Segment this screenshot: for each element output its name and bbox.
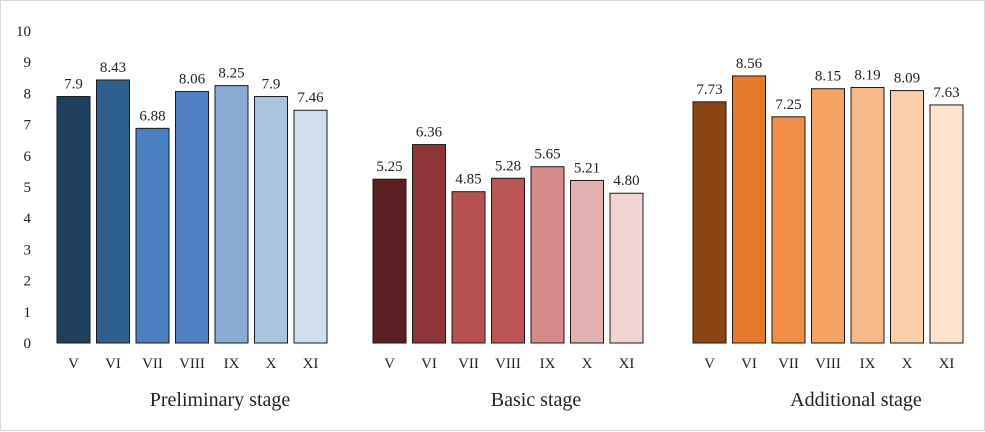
x-tick-label: X <box>266 356 277 372</box>
bar <box>811 88 845 344</box>
bar <box>929 104 964 344</box>
x-tick-label: XI <box>619 356 635 372</box>
x-tick-label: XI <box>939 356 955 372</box>
bar <box>692 101 727 344</box>
x-tick-label: VII <box>778 356 799 372</box>
x-tick-label: VIII <box>815 356 841 372</box>
group-label: Basic stage <box>491 389 582 411</box>
x-tick-label: VIII <box>179 356 205 372</box>
y-tick-label: 8 <box>24 86 32 102</box>
x-tick-label: V <box>68 356 79 372</box>
x-tick-label: IX <box>224 356 240 372</box>
data-label: 5.65 <box>534 147 560 163</box>
x-tick-label: V <box>704 356 715 372</box>
group-label: Preliminary stage <box>150 389 291 411</box>
x-tick-label: XI <box>303 356 319 372</box>
x-tick-label: V <box>384 356 395 372</box>
data-label: 5.25 <box>376 159 402 175</box>
bar <box>412 144 446 344</box>
x-tick-label: IX <box>540 356 556 372</box>
x-tick-label: VII <box>458 356 479 372</box>
data-label: 5.28 <box>495 158 521 174</box>
bar <box>135 127 170 344</box>
data-label: 7.9 <box>64 77 83 93</box>
bar <box>890 90 924 344</box>
y-tick-label: 9 <box>24 55 32 71</box>
data-label: 7.25 <box>775 97 801 113</box>
data-label: 6.88 <box>139 108 165 124</box>
y-axis: 0 1 2 3 4 5 6 7 8 9 10 <box>16 24 32 352</box>
data-label: 7.63 <box>933 85 959 101</box>
y-tick-label: 5 <box>24 180 32 196</box>
data-label: 8.43 <box>100 60 126 76</box>
y-tick-label: 4 <box>24 211 32 227</box>
data-label: 8.19 <box>854 67 880 83</box>
data-label: 8.56 <box>736 56 763 72</box>
bar <box>254 96 288 344</box>
x-tick-label: X <box>902 356 913 372</box>
y-tick-label: 7 <box>24 118 32 134</box>
bar <box>175 91 209 344</box>
bars <box>56 75 964 344</box>
bar <box>609 192 644 344</box>
bar <box>771 116 806 344</box>
bar <box>96 79 130 344</box>
data-label: 7.73 <box>696 82 722 98</box>
labels: 7.9 V 8.43 VI 6.88 VII 8.06 VIII 8.25 IX 7.9 X 7.46 X… <box>64 56 960 411</box>
bar <box>214 85 249 344</box>
bar <box>293 109 328 344</box>
bar <box>530 166 565 344</box>
bar <box>732 75 766 344</box>
x-tick-label: VIII <box>495 356 521 372</box>
data-label: 6.36 <box>416 125 443 141</box>
x-tick-label: IX <box>860 356 876 372</box>
group-label: Additional stage <box>790 389 922 411</box>
x-tick-label: VI <box>105 356 121 372</box>
y-tick-label: 3 <box>24 242 32 258</box>
data-label: 4.80 <box>613 173 639 189</box>
x-tick-label: VII <box>142 356 163 372</box>
data-label: 4.85 <box>455 172 481 188</box>
data-label: 7.9 <box>262 77 281 93</box>
x-tick-label: VI <box>741 356 757 372</box>
x-tick-label: X <box>582 356 593 372</box>
data-label: 8.06 <box>179 72 206 88</box>
y-tick-label: 2 <box>24 274 32 290</box>
bar <box>570 179 604 344</box>
y-tick-label: 1 <box>24 305 32 321</box>
bar <box>372 178 407 344</box>
data-label: 8.25 <box>218 66 244 82</box>
y-tick-label: 6 <box>24 149 32 165</box>
data-label: 7.46 <box>297 90 324 106</box>
data-label: 8.09 <box>894 71 920 87</box>
data-label: 8.15 <box>815 69 841 85</box>
bar <box>56 96 91 344</box>
y-tick-label: 0 <box>24 336 32 352</box>
bar <box>850 86 885 344</box>
x-tick-label: VI <box>421 356 437 372</box>
y-tick-label: 10 <box>16 24 31 40</box>
data-label: 5.21 <box>574 160 600 176</box>
bar <box>491 177 525 344</box>
bar <box>451 191 486 344</box>
